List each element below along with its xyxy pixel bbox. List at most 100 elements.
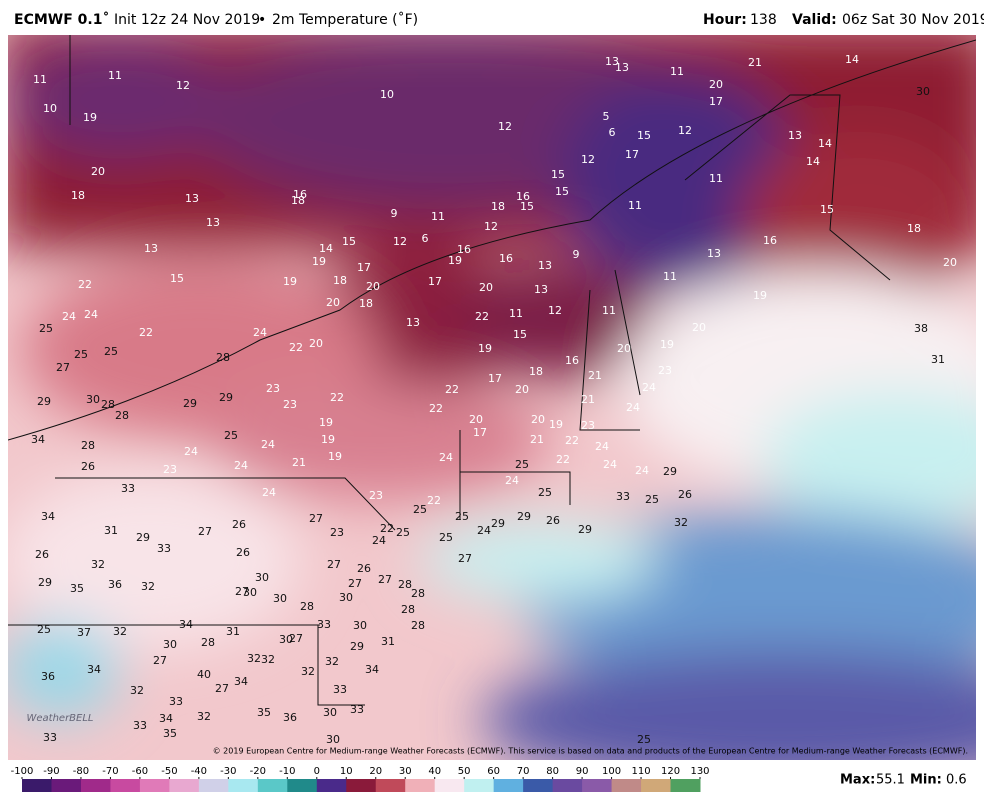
temp-label: 18 xyxy=(333,274,347,287)
temp-label: 25 xyxy=(104,345,118,358)
temp-label: 6 xyxy=(422,232,429,245)
temp-label: 23 xyxy=(283,398,297,411)
temp-label: 10 xyxy=(43,102,57,115)
temp-label: 15 xyxy=(513,328,527,341)
temp-label: 19 xyxy=(448,254,462,267)
hour: 138 xyxy=(750,12,777,28)
temp-label: 16 xyxy=(516,190,530,203)
temp-label: 10 xyxy=(380,88,394,101)
temp-label: 30 xyxy=(353,619,367,632)
colorbar-segment xyxy=(464,779,495,792)
temp-label: 18 xyxy=(529,365,543,378)
temp-label: 14 xyxy=(319,242,333,255)
temp-label: 33 xyxy=(317,618,331,631)
temp-label: 24 xyxy=(642,381,656,394)
temp-label: 20 xyxy=(692,321,706,334)
temp-label: 29 xyxy=(517,510,531,523)
temp-label: 15 xyxy=(342,235,356,248)
temp-label: 21 xyxy=(748,56,762,69)
temp-label: 11 xyxy=(670,65,684,78)
temp-label: 17 xyxy=(428,275,442,288)
temp-label: 11 xyxy=(628,199,642,212)
temp-label: 30 xyxy=(326,733,340,746)
colorbar-tick-label: 110 xyxy=(631,766,650,777)
temp-label: 13 xyxy=(605,55,619,68)
colorbar-tick-label: 100 xyxy=(602,766,621,777)
temp-label: 17 xyxy=(709,95,723,108)
temp-label: 16 xyxy=(565,354,579,367)
temp-label: 27 xyxy=(56,361,70,374)
temp-label: 16 xyxy=(499,252,513,265)
temp-label: 32 xyxy=(197,710,211,723)
temp-label: 25 xyxy=(455,510,469,523)
temp-label: 28 xyxy=(398,578,412,591)
temp-label: 22 xyxy=(475,310,489,323)
temp-label: 26 xyxy=(81,460,95,473)
temp-label: 17 xyxy=(488,372,502,385)
temp-label: 13 xyxy=(707,247,721,260)
temp-label: 29 xyxy=(491,517,505,530)
temp-label: 30 xyxy=(279,633,293,646)
temp-label: 20 xyxy=(91,165,105,178)
temp-label: 17 xyxy=(625,148,639,161)
header: ECMWF 0.1˚ Init 12z 24 Nov 2019 • 2m Tem… xyxy=(14,11,984,28)
temp-label: 34 xyxy=(159,712,173,725)
temp-label: 36 xyxy=(41,670,55,683)
temp-label: 27 xyxy=(215,682,229,695)
temp-label: 29 xyxy=(136,531,150,544)
temp-label: 25 xyxy=(396,526,410,539)
temp-label: 19 xyxy=(83,111,97,124)
temp-label: 24 xyxy=(253,326,267,339)
temp-label: 12 xyxy=(176,79,190,92)
temp-label: 20 xyxy=(531,413,545,426)
temp-label: 24 xyxy=(595,440,609,453)
temp-label: 20 xyxy=(479,281,493,294)
temp-label: 22 xyxy=(380,522,394,535)
temp-label: 11 xyxy=(108,69,122,82)
colorbar-segment xyxy=(110,779,141,792)
colorbar-segment xyxy=(346,779,377,792)
temp-label: 19 xyxy=(478,342,492,355)
temp-label: 26 xyxy=(678,488,692,501)
temp-label: 28 xyxy=(411,619,425,632)
model: ECMWF 0.1˚ xyxy=(14,11,109,28)
temp-label: 34 xyxy=(87,663,101,676)
temp-label: 35 xyxy=(257,706,271,719)
copyright: © 2019 European Centre for Medium-range … xyxy=(213,747,968,756)
temp-label: 28 xyxy=(81,439,95,452)
temp-label: 19 xyxy=(312,255,326,268)
temp-label: 20 xyxy=(366,280,380,293)
temp-label: 19 xyxy=(549,418,563,431)
colorbar-segment xyxy=(22,779,52,792)
temp-label: 29 xyxy=(219,391,233,404)
temp-label: 12 xyxy=(393,235,407,248)
temp-label: 23 xyxy=(266,382,280,395)
colorbar-tick-label: -40 xyxy=(191,766,207,777)
temp-label: 29 xyxy=(663,465,677,478)
temp-label: 11 xyxy=(33,73,47,86)
temp-label: 13 xyxy=(144,242,158,255)
colorbar-segment xyxy=(257,779,288,792)
temp-label: 24 xyxy=(62,310,76,323)
colorbar-segment xyxy=(670,779,701,792)
footer: Max: 55.1 Min: 0.6 xyxy=(840,773,967,788)
temp-label: 21 xyxy=(581,393,595,406)
temp-label: 30 xyxy=(916,85,930,98)
temp-label: 32 xyxy=(141,580,155,593)
temp-label: 25 xyxy=(515,458,529,471)
temp-label: 22 xyxy=(78,278,92,291)
temp-label: 31 xyxy=(104,524,118,537)
field: 2m Temperature (˚F) xyxy=(272,11,418,28)
temp-label: 25 xyxy=(645,493,659,506)
temp-label: 19 xyxy=(753,289,767,302)
colorbar-tick-label: -60 xyxy=(132,766,148,777)
temp-label: 18 xyxy=(71,189,85,202)
temp-label: 24 xyxy=(477,524,491,537)
temp-label: 34 xyxy=(365,663,379,676)
temp-label: 19 xyxy=(283,275,297,288)
temp-label: 27 xyxy=(327,558,341,571)
temp-label: 34 xyxy=(179,618,193,631)
temp-label: 32 xyxy=(325,655,339,668)
temp-label: 22 xyxy=(139,326,153,339)
